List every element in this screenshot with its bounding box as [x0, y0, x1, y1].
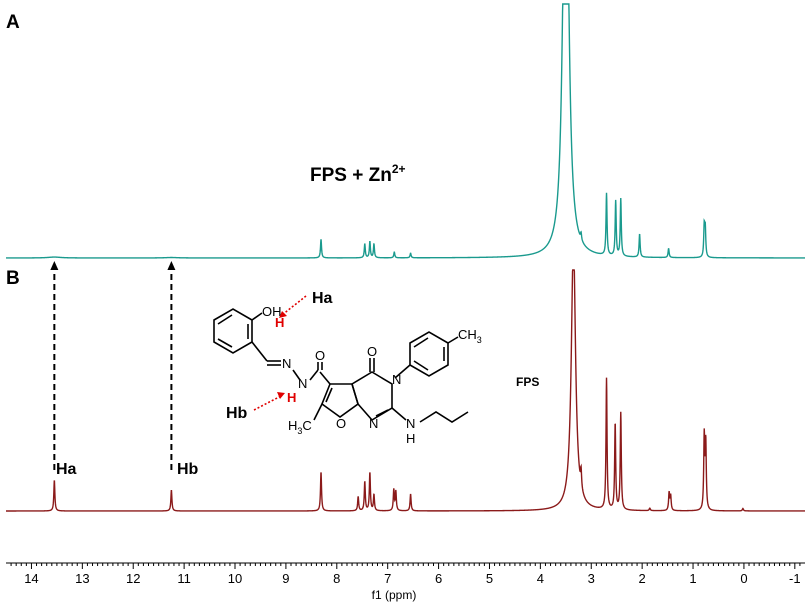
- bond-c-nh: [391, 407, 407, 421]
- x-tick-label: 2: [639, 571, 646, 586]
- bond-ch: [251, 341, 268, 362]
- x-tick-label: 4: [537, 571, 544, 586]
- bond-ch3-top: [447, 336, 459, 344]
- panel-label-b: B: [6, 268, 20, 289]
- struct-h3c-left: H3C: [288, 418, 312, 436]
- struct-o-furan: O: [336, 416, 346, 431]
- bond-c-ring: [319, 371, 331, 385]
- x-tick-label: 13: [75, 571, 89, 586]
- benzene-double-3: [217, 338, 233, 348]
- struct-o-carbonyl2: O: [367, 344, 377, 359]
- bond-methyl-left: [313, 403, 323, 421]
- benzene-ring: [213, 308, 253, 354]
- pointer-hb-head: [277, 392, 285, 399]
- pyrimidine-ring: [351, 371, 393, 422]
- bond-n-aryl: [394, 364, 411, 379]
- struct-label-ha: Ha: [312, 290, 333, 307]
- tolyl-double-1: [413, 337, 429, 348]
- peak-label-ha: Ha: [56, 461, 77, 478]
- arrow-head-ha: [50, 261, 59, 270]
- struct-oh: OH: [262, 304, 282, 319]
- furan-double: [325, 387, 333, 403]
- x-tick-label: 0: [740, 571, 747, 586]
- arrow-head-hb: [167, 261, 176, 270]
- struct-n2: N: [298, 376, 307, 391]
- struct-label-hb: Hb: [226, 405, 248, 422]
- series-label-b: FPS: [516, 375, 539, 389]
- x-axis-label: f1 (ppm): [372, 588, 417, 602]
- series-label-a-sup: 2+: [392, 162, 406, 176]
- struct-o-carbonyl1: O: [315, 348, 325, 363]
- bond-n-n: [292, 369, 301, 381]
- pyrimidine-double: [375, 409, 389, 417]
- bond-nh-c: [309, 369, 319, 381]
- tolyl-double-3: [413, 360, 429, 371]
- benzene-double-1: [217, 314, 233, 325]
- pointer-ha: [281, 295, 307, 316]
- x-tick-label: 6: [435, 571, 442, 586]
- chemical-structure: [213, 308, 469, 423]
- spectrum-line-b: [6, 269, 805, 512]
- struct-ch3-top: CH3: [458, 327, 482, 345]
- struct-h-red-a: H: [275, 315, 284, 330]
- furan-ring: [321, 383, 359, 418]
- pointer-hb: [253, 395, 282, 411]
- spectrum-line-a: [6, 3, 805, 259]
- struct-n3: N: [392, 372, 401, 387]
- x-tick-label: 9: [282, 571, 289, 586]
- x-axis: 14 13 12 11 10 9 8 7 6 5 4 3 2 1 0 -1: [6, 562, 805, 586]
- series-label-a: FPS + Zn2+: [310, 162, 406, 186]
- bond-oh: [251, 312, 263, 321]
- annotation-arrows: [50, 261, 176, 470]
- x-tick-label: 8: [333, 571, 340, 586]
- x-tick-label: 1: [689, 571, 696, 586]
- struct-nh-n: N: [406, 416, 415, 431]
- spectrum-b: [6, 269, 805, 512]
- x-tick-label: 5: [486, 571, 493, 586]
- x-tick-label: -1: [789, 571, 801, 586]
- x-tick-label: 3: [588, 571, 595, 586]
- x-tick-label: 12: [126, 571, 140, 586]
- spectrum-a: [6, 3, 805, 259]
- pointer-ha-head: [279, 311, 287, 318]
- x-tick-label: 11: [177, 571, 191, 586]
- struct-n4: N: [369, 416, 378, 431]
- x-tick-label: 10: [228, 571, 242, 586]
- peak-label-hb: Hb: [177, 461, 199, 478]
- struct-n1: N: [282, 356, 291, 371]
- series-label-a-main: FPS + Zn: [310, 165, 392, 186]
- x-tick-label: 7: [384, 571, 391, 586]
- x-tick-label: 14: [24, 571, 38, 586]
- tolyl-ring: [409, 331, 449, 377]
- propyl-chain: [419, 411, 469, 423]
- struct-h-red-b: H: [287, 390, 296, 405]
- panel-label-a: A: [6, 12, 20, 33]
- struct-nh-h: H: [406, 431, 415, 446]
